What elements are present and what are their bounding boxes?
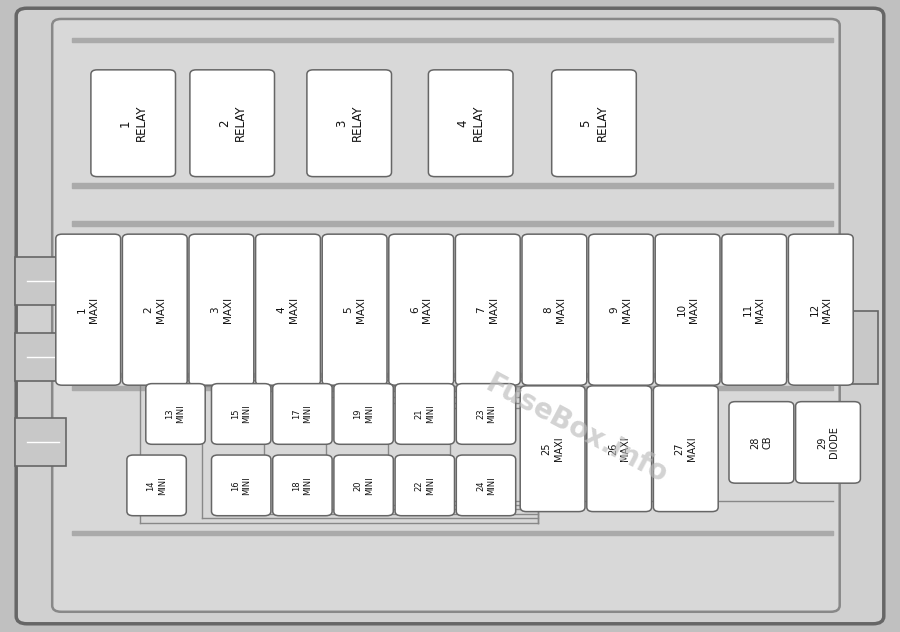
FancyBboxPatch shape — [307, 70, 392, 176]
Text: 21
MINI: 21 MINI — [415, 404, 435, 423]
FancyBboxPatch shape — [322, 234, 387, 385]
Text: 15
MINI: 15 MINI — [231, 404, 251, 423]
Text: 20
MINI: 20 MINI — [354, 476, 373, 495]
Text: 16
MINI: 16 MINI — [231, 476, 251, 495]
FancyBboxPatch shape — [273, 455, 332, 516]
FancyBboxPatch shape — [212, 455, 271, 516]
Text: 5
MAXI: 5 MAXI — [344, 296, 365, 323]
Text: 26
MAXI: 26 MAXI — [608, 437, 630, 461]
Text: 9
MAXI: 9 MAXI — [610, 296, 632, 323]
Text: 12
MAXI: 12 MAXI — [810, 296, 832, 323]
FancyBboxPatch shape — [655, 234, 720, 385]
Text: 3
MAXI: 3 MAXI — [211, 296, 232, 323]
Text: 17
MINI: 17 MINI — [292, 404, 312, 423]
Text: 11
MAXI: 11 MAXI — [743, 296, 765, 323]
FancyBboxPatch shape — [256, 234, 320, 385]
Text: 1
RELAY: 1 RELAY — [119, 105, 148, 142]
Text: 22
MINI: 22 MINI — [415, 476, 435, 495]
Text: 2
RELAY: 2 RELAY — [218, 105, 247, 142]
Text: 5
RELAY: 5 RELAY — [580, 105, 608, 142]
Text: 4
MAXI: 4 MAXI — [277, 296, 299, 323]
FancyBboxPatch shape — [520, 386, 585, 512]
FancyBboxPatch shape — [796, 402, 860, 483]
FancyBboxPatch shape — [456, 384, 516, 444]
FancyBboxPatch shape — [653, 386, 718, 512]
FancyBboxPatch shape — [589, 234, 653, 385]
Text: 3
RELAY: 3 RELAY — [335, 105, 364, 142]
Text: 27
MAXI: 27 MAXI — [675, 437, 697, 461]
FancyBboxPatch shape — [16, 8, 884, 624]
Text: 4
RELAY: 4 RELAY — [456, 105, 485, 142]
FancyBboxPatch shape — [189, 234, 254, 385]
Text: 8
MAXI: 8 MAXI — [544, 296, 565, 323]
FancyBboxPatch shape — [334, 384, 393, 444]
Text: 28
CB: 28 CB — [751, 435, 772, 449]
Text: 23
MINI: 23 MINI — [476, 404, 496, 423]
FancyBboxPatch shape — [389, 234, 454, 385]
Text: 1
MAXI: 1 MAXI — [77, 296, 99, 323]
FancyBboxPatch shape — [522, 234, 587, 385]
FancyBboxPatch shape — [15, 257, 66, 305]
FancyBboxPatch shape — [190, 70, 274, 176]
FancyBboxPatch shape — [334, 455, 393, 516]
Text: 13
MINI: 13 MINI — [166, 404, 185, 423]
FancyBboxPatch shape — [455, 234, 520, 385]
Text: 10
MAXI: 10 MAXI — [677, 296, 698, 323]
FancyBboxPatch shape — [212, 384, 271, 444]
FancyBboxPatch shape — [788, 234, 853, 385]
FancyBboxPatch shape — [15, 333, 66, 381]
Text: 24
MINI: 24 MINI — [476, 476, 496, 495]
FancyBboxPatch shape — [395, 384, 454, 444]
FancyBboxPatch shape — [456, 455, 516, 516]
FancyBboxPatch shape — [830, 311, 878, 384]
FancyBboxPatch shape — [552, 70, 636, 176]
Text: 7
MAXI: 7 MAXI — [477, 296, 499, 323]
FancyBboxPatch shape — [91, 70, 176, 176]
FancyBboxPatch shape — [729, 402, 794, 483]
FancyBboxPatch shape — [56, 234, 121, 385]
FancyBboxPatch shape — [122, 234, 187, 385]
Text: 19
MINI: 19 MINI — [354, 404, 373, 423]
Text: 25
MAXI: 25 MAXI — [542, 437, 563, 461]
Text: 18
MINI: 18 MINI — [292, 476, 312, 495]
Text: 29
DIODE: 29 DIODE — [817, 427, 839, 458]
FancyBboxPatch shape — [428, 70, 513, 176]
Text: 6
MAXI: 6 MAXI — [410, 296, 432, 323]
FancyBboxPatch shape — [146, 384, 205, 444]
FancyBboxPatch shape — [273, 384, 332, 444]
Text: FuseBox.info: FuseBox.info — [481, 370, 671, 490]
FancyBboxPatch shape — [15, 418, 66, 466]
FancyBboxPatch shape — [722, 234, 787, 385]
Text: 14
MINI: 14 MINI — [147, 476, 166, 495]
Text: 2
MAXI: 2 MAXI — [144, 296, 166, 323]
FancyBboxPatch shape — [127, 455, 186, 516]
FancyBboxPatch shape — [587, 386, 652, 512]
FancyBboxPatch shape — [52, 19, 840, 612]
FancyBboxPatch shape — [395, 455, 454, 516]
